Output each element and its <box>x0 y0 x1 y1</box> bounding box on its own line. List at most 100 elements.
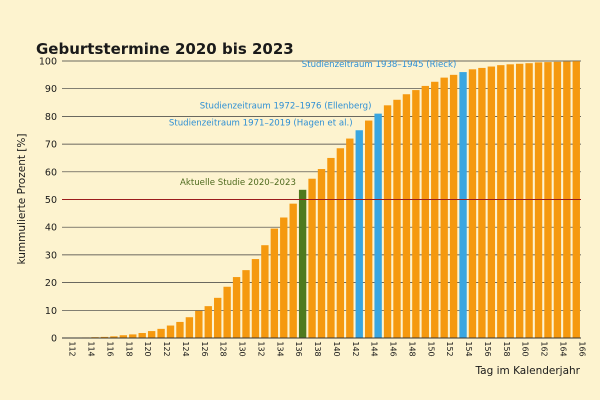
annotation-label: Studienzeitraum 1972–1976 (Ellenberg) <box>200 102 372 112</box>
y-tick-label: 50 <box>45 195 57 206</box>
bar <box>336 148 345 338</box>
y-tick-label: 90 <box>45 84 57 95</box>
bar <box>185 317 194 338</box>
y-tick-label: 10 <box>45 306 57 317</box>
y-ticks: 0 10 20 30 40 50 60 70 80 90 100 <box>39 57 57 345</box>
bar <box>365 120 373 339</box>
x-tick-label: 116 <box>105 341 114 356</box>
bar <box>327 157 335 338</box>
bar <box>100 336 109 338</box>
y-tick-label: 20 <box>45 278 57 289</box>
x-tick-label: 126 <box>200 341 209 356</box>
bar <box>534 62 543 338</box>
x-tick-label: 148 <box>407 341 416 356</box>
bar <box>204 306 212 338</box>
bar <box>440 77 448 339</box>
bar <box>431 81 439 339</box>
y-tick-label: 30 <box>45 250 57 261</box>
annotation-label: Aktuelle Studie 2020–2023 <box>180 178 296 188</box>
x-tick-label: 140 <box>332 341 341 356</box>
bar <box>544 62 552 338</box>
y-tick-label: 100 <box>39 57 57 68</box>
bar <box>270 228 278 338</box>
x-tick-label: 134 <box>275 341 284 356</box>
x-tick-label: 118 <box>124 341 133 356</box>
x-tick-label: 144 <box>370 341 379 356</box>
bar <box>129 334 137 338</box>
bar <box>289 203 297 338</box>
bar <box>195 310 203 338</box>
x-tick-label: 156 <box>483 341 492 356</box>
x-tick-label: 142 <box>351 341 360 356</box>
bars <box>81 61 580 339</box>
x-tick-label: 128 <box>219 341 228 356</box>
annotation-label: Studienzeitraum 1971–2019 (Hagen et al.) <box>169 118 353 128</box>
bar <box>317 169 326 338</box>
bar <box>251 259 260 338</box>
x-axis-label: Tag im Kalenderjahr <box>474 365 580 377</box>
bar <box>119 335 128 338</box>
x-tick-label: 114 <box>87 341 96 356</box>
bar <box>421 85 429 339</box>
bar <box>383 105 392 338</box>
bar <box>515 63 524 339</box>
x-tick-label: 120 <box>143 341 152 356</box>
y-tick-label: 60 <box>45 167 57 178</box>
bar <box>497 65 505 338</box>
x-tick-label: 160 <box>521 341 530 356</box>
bar <box>459 72 467 338</box>
x-tick-label: 132 <box>256 341 265 356</box>
y-tick-label: 70 <box>45 140 57 151</box>
bar <box>525 63 533 338</box>
bar <box>232 277 241 338</box>
x-tick-label: 150 <box>426 341 435 356</box>
bar <box>478 67 486 339</box>
bar <box>308 178 316 338</box>
bar <box>468 69 477 338</box>
bar <box>412 90 420 339</box>
bar <box>242 270 250 338</box>
bar <box>166 325 175 338</box>
y-tick-label: 0 <box>51 334 57 345</box>
annotation-label: Studienzeitraum 1938–1945 (Rieck) <box>302 60 457 70</box>
bar <box>506 64 514 338</box>
x-tick-label: 166 <box>577 341 586 356</box>
x-tick-label: 124 <box>181 341 190 356</box>
x-tick-label: 164 <box>558 341 567 356</box>
x-tick-label: 146 <box>389 341 398 356</box>
bar <box>487 66 496 338</box>
bar <box>402 94 411 339</box>
x-tick-label: 162 <box>540 341 549 356</box>
x-tick-label: 130 <box>238 341 247 356</box>
x-tick-label: 154 <box>464 341 473 356</box>
bar <box>138 333 146 338</box>
bar <box>261 245 269 338</box>
x-ticks: 112 114 116 118 120 122 124 126 128 130 132 134 136 1… <box>68 341 587 356</box>
bar <box>157 328 165 338</box>
bar <box>223 286 231 338</box>
bar <box>449 74 458 338</box>
bar <box>147 331 156 338</box>
bar <box>176 321 184 338</box>
bar <box>393 99 401 338</box>
x-tick-label: 152 <box>445 341 454 356</box>
bar <box>280 217 288 338</box>
y-tick-label: 80 <box>45 112 57 123</box>
x-tick-label: 138 <box>313 341 322 356</box>
bar <box>355 130 363 338</box>
annotations: Aktuelle Studie 2020–2023 Studienzeitraum… <box>169 60 456 188</box>
bar <box>110 336 118 338</box>
bar <box>374 113 382 338</box>
bar <box>298 189 307 338</box>
x-tick-label: 158 <box>502 341 511 356</box>
bar <box>214 297 222 338</box>
bar <box>346 138 354 338</box>
x-tick-label: 136 <box>294 341 303 356</box>
y-axis-label: kummulierte Prozent [%] <box>16 134 28 265</box>
chart-title: Geburtstermine 2020 bis 2023 <box>36 40 294 58</box>
x-tick-label: 112 <box>68 341 77 356</box>
y-tick-label: 40 <box>45 223 57 234</box>
x-tick-label: 122 <box>162 341 171 356</box>
